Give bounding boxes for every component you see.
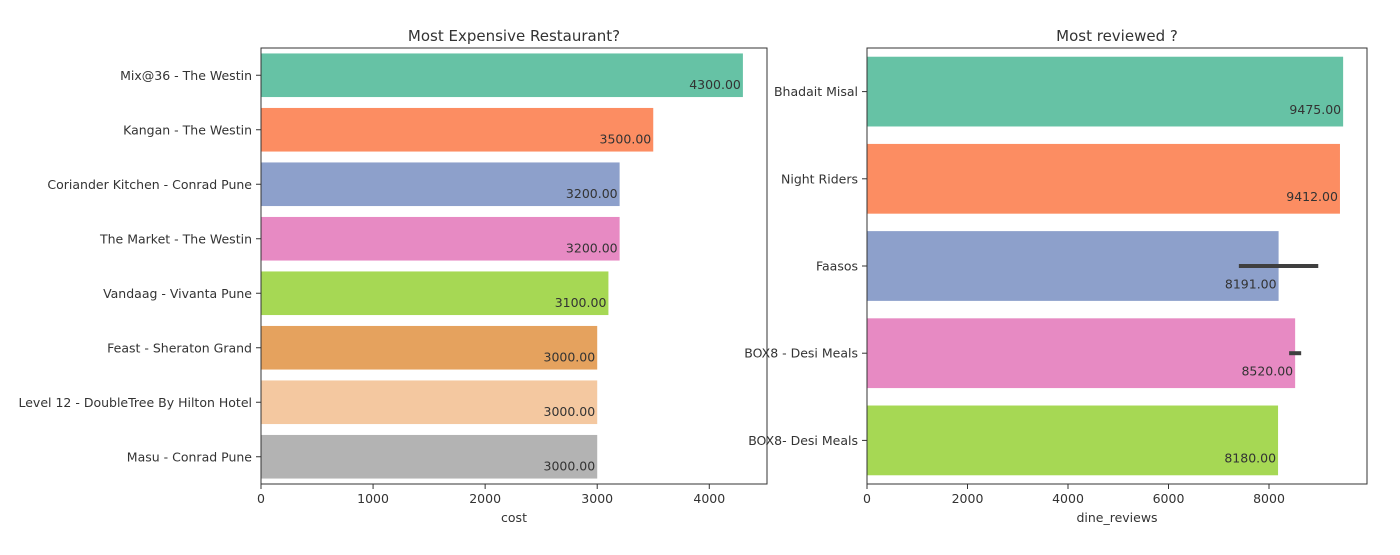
value-label-box8-desi-meals: 8180.00 — [1224, 451, 1276, 466]
bar-coriander-kitchen-conrad-pune — [261, 162, 620, 207]
bar-feast-sheraton-grand — [261, 325, 598, 370]
ytick-label-box8-desi-meals: BOX8 - Desi Meals — [744, 346, 858, 361]
bar-box8-desi-meals — [867, 318, 1296, 389]
value-label-coriander-kitchen-conrad-pune: 3200.00 — [566, 186, 618, 201]
ytick-label-the-market-the-westin: The Market - The Westin — [99, 231, 252, 246]
x-axis-label-reviews: dine_reviews — [1076, 510, 1157, 525]
value-label-feast-sheraton-grand: 3000.00 — [544, 350, 596, 365]
ytick-label-faasos: Faasos — [816, 259, 858, 274]
bar-the-market-the-westin — [261, 216, 620, 261]
xtick-label-2000: 2000 — [469, 491, 501, 506]
ytick-label-night-riders: Night Riders — [781, 171, 858, 186]
xtick-label-4000: 4000 — [693, 491, 725, 506]
bar-faasos — [867, 231, 1279, 301]
chart-title-reviews: Most reviewed ? — [1056, 27, 1178, 45]
xtick-label-3000: 3000 — [581, 491, 613, 506]
cost-chart: 4300.00 Mix@36 - The Westin 3500.00 Kangan … — [19, 27, 768, 525]
ytick-label-box8-desi-meals: BOX8- Desi Meals — [748, 433, 858, 448]
axes-frame-reviews — [866, 47, 1368, 485]
value-label-level-12-doubletree-by-hilton-hotel: 3000.00 — [544, 404, 596, 419]
bar-kangan-the-westin — [261, 107, 654, 152]
xtick-label-4000: 4000 — [1052, 491, 1084, 506]
x-axis-label-cost: cost — [501, 510, 527, 525]
value-label-mix-36-the-westin: 4300.00 — [689, 77, 741, 92]
ytick-label-kangan-the-westin: Kangan - The Westin — [123, 122, 252, 137]
chart-title-cost: Most Expensive Restaurant? — [408, 27, 620, 45]
bar-level-12-doubletree-by-hilton-hotel — [261, 380, 598, 425]
value-label-bhadait-misal: 9475.00 — [1289, 102, 1341, 117]
value-label-box8-desi-meals: 8520.00 — [1241, 364, 1293, 379]
xtick-label-6000: 6000 — [1153, 491, 1185, 506]
xtick-label-0: 0 — [863, 491, 871, 506]
ytick-label-coriander-kitchen-conrad-pune: Coriander Kitchen - Conrad Pune — [47, 177, 252, 192]
value-label-the-market-the-westin: 3200.00 — [566, 241, 618, 256]
ytick-label-masu-conrad-pune: Masu - Conrad Pune — [127, 449, 253, 464]
ytick-label-mix-36-the-westin: Mix@36 - The Westin — [120, 68, 252, 83]
ytick-label-level-12-doubletree-by-hilton-hotel: Level 12 - DoubleTree By Hilton Hotel — [19, 395, 253, 410]
xtick-label-1000: 1000 — [357, 491, 389, 506]
value-label-night-riders: 9412.00 — [1286, 189, 1338, 204]
ytick-label-vandaag-vivanta-pune: Vandaag - Vivanta Pune — [103, 286, 252, 301]
bar-vandaag-vivanta-pune — [261, 271, 609, 316]
bar-bhadait-misal — [867, 56, 1344, 127]
xtick-label-8000: 8000 — [1253, 491, 1285, 506]
reviews-chart: 9475.00 Bhadait Misal 9412.00 Night Riders 8… — [744, 27, 1368, 525]
xtick-label-2000: 2000 — [952, 491, 984, 506]
bar-masu-conrad-pune — [261, 434, 598, 479]
value-label-kangan-the-westin: 3500.00 — [600, 132, 652, 147]
ytick-label-bhadait-misal: Bhadait Misal — [774, 84, 858, 99]
bar-night-riders — [867, 143, 1340, 214]
ytick-label-feast-sheraton-grand: Feast - Sheraton Grand — [107, 340, 252, 355]
value-label-faasos: 8191.00 — [1225, 276, 1277, 291]
value-label-masu-conrad-pune: 3000.00 — [544, 459, 596, 474]
bar-mix-36-the-westin — [261, 53, 743, 98]
axes-frame-cost — [260, 47, 768, 485]
bar-box8-desi-meals — [867, 405, 1279, 476]
value-label-vandaag-vivanta-pune: 3100.00 — [555, 295, 607, 310]
xtick-label-0: 0 — [257, 491, 265, 506]
